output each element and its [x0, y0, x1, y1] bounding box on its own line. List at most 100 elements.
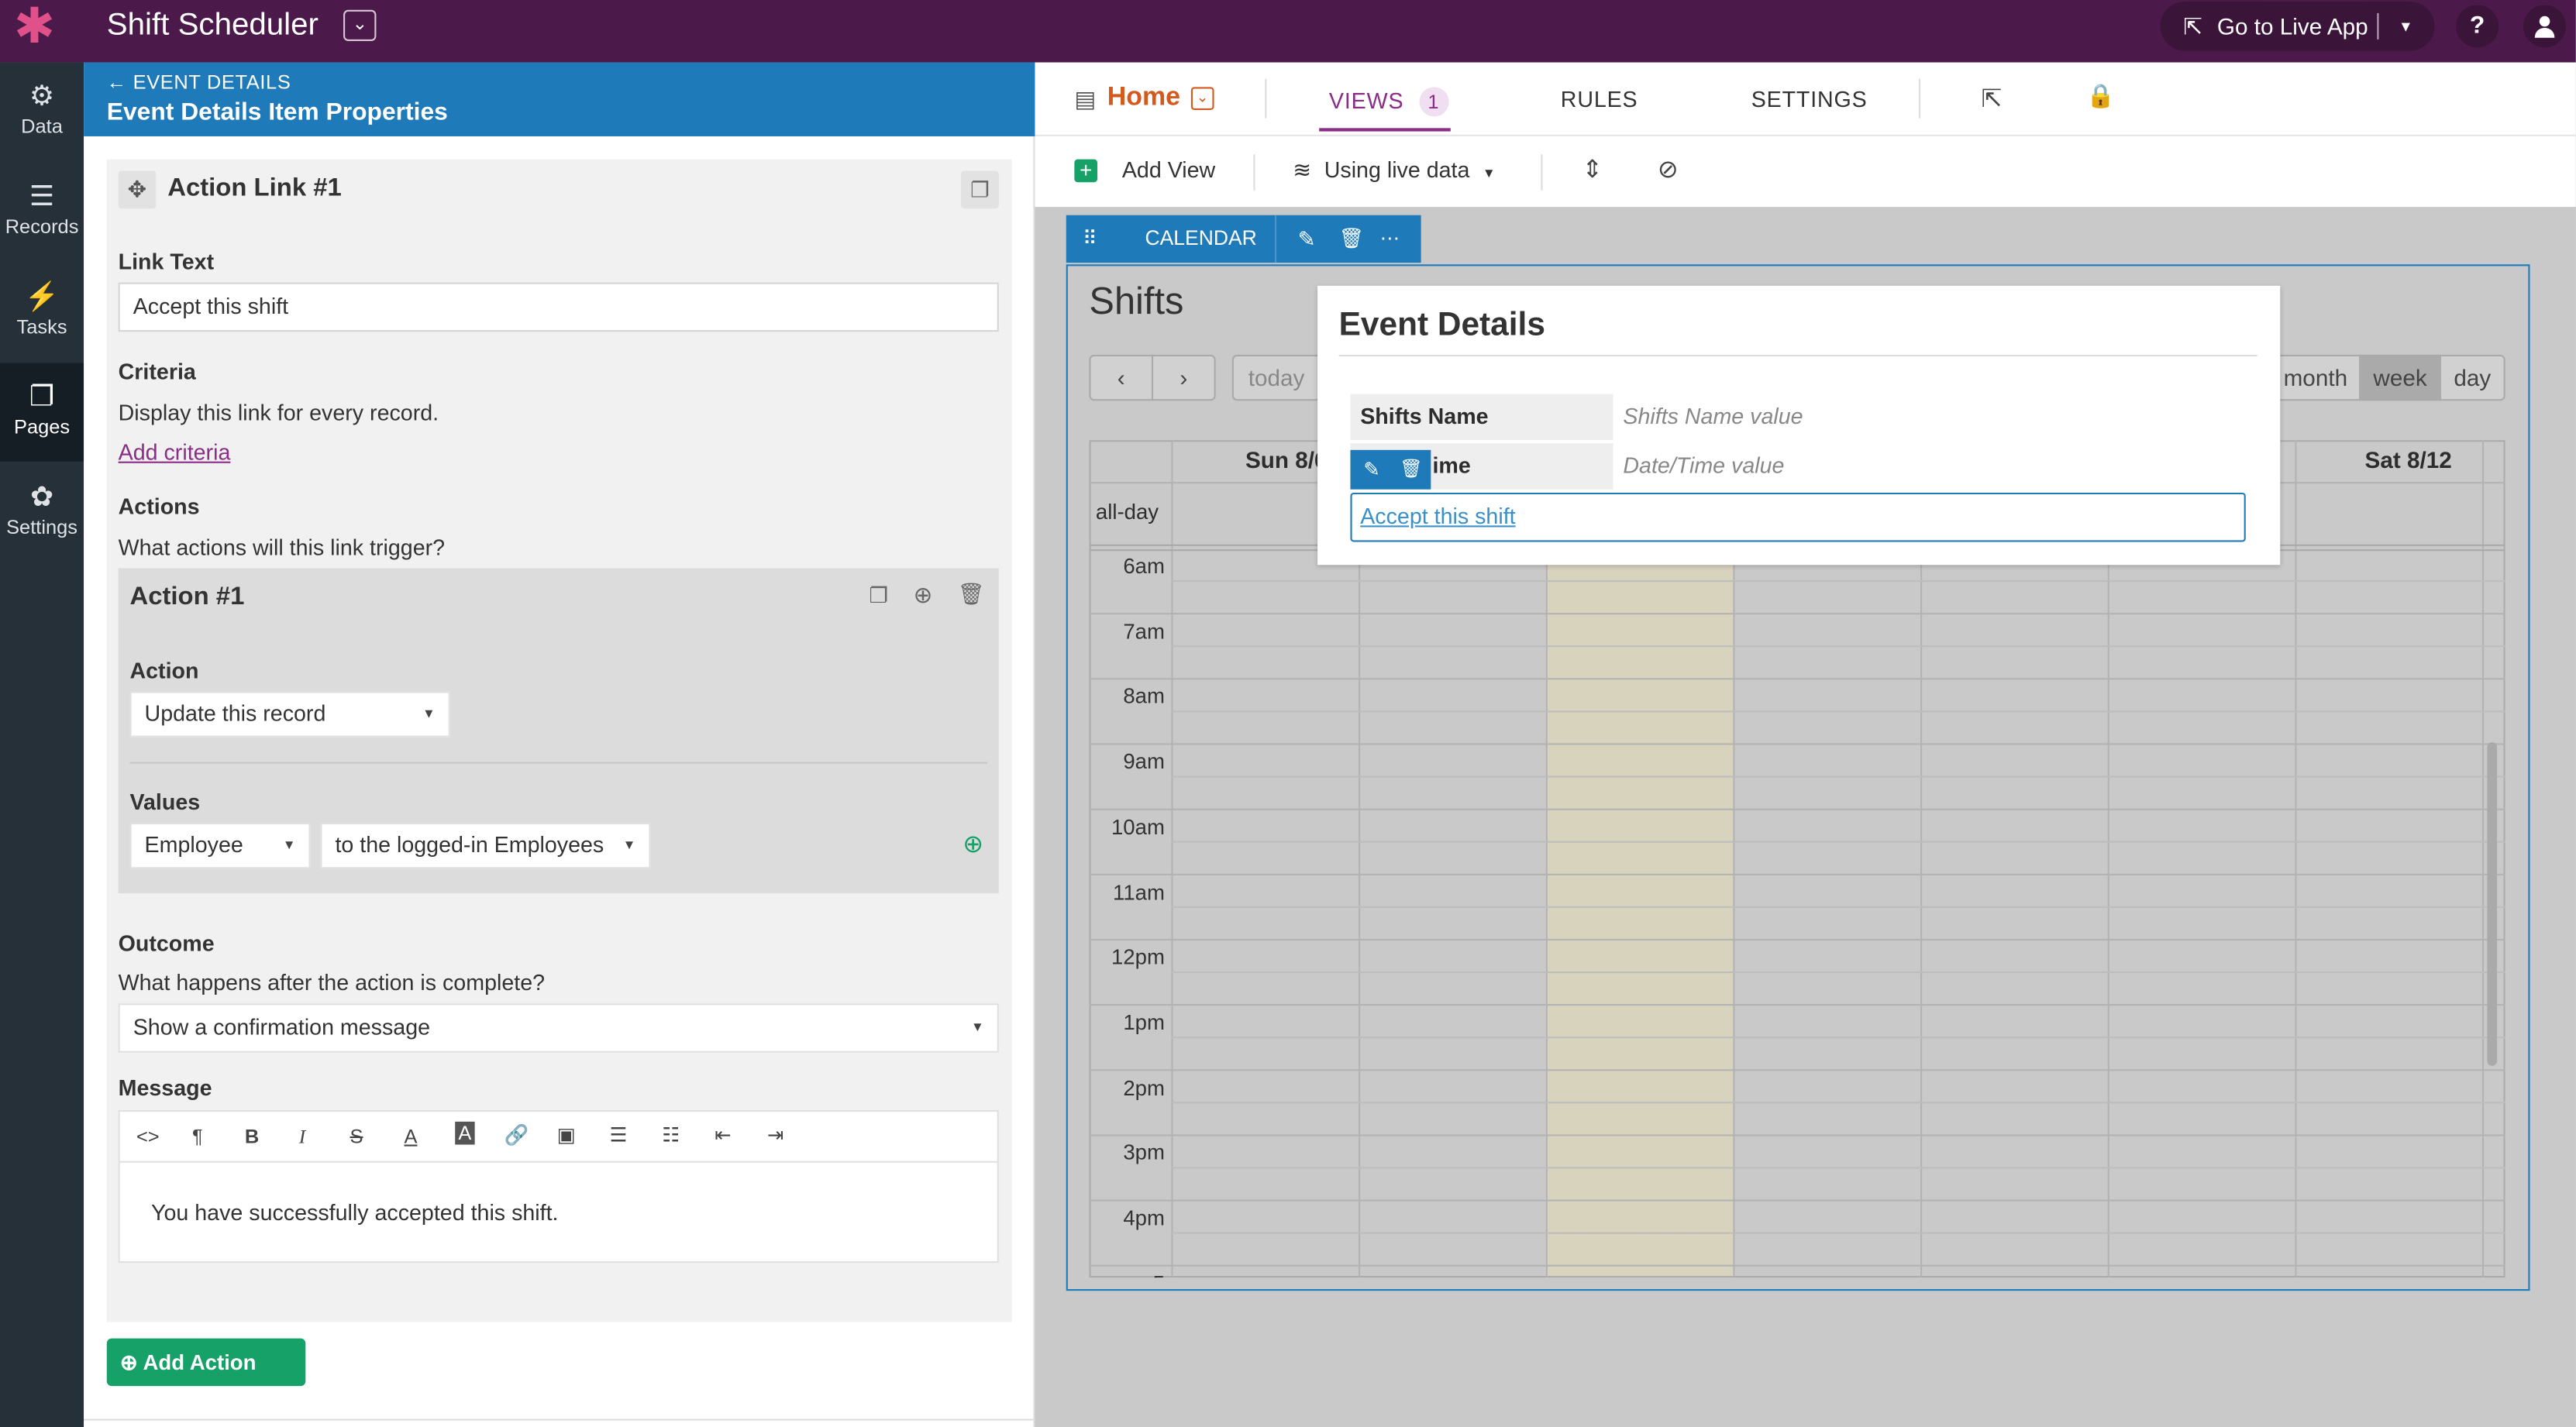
hour-label: 1pm	[1123, 1009, 1165, 1035]
caret-down-icon: ▼	[970, 1020, 984, 1035]
sidebar-item-settings[interactable]: ✿ Settings	[0, 463, 84, 562]
app-logo-icon[interactable]: ✱	[13, 0, 56, 54]
add-circle-icon[interactable]: ⊕	[913, 581, 933, 608]
paragraph-icon[interactable]: ¶	[192, 1125, 203, 1148]
page-tabs-bar: ▤ Home ⌄ VIEWS 1 RULES SETTINGS ⇱ 🔒 + Ad…	[1035, 62, 2576, 208]
active-tab-indicator	[1319, 128, 1451, 132]
sidebar-item-tasks[interactable]: ⚡ Tasks	[0, 263, 84, 361]
tab-settings[interactable]: SETTINGS	[1751, 87, 1868, 112]
scrollbar[interactable]	[2487, 742, 2498, 1066]
link-icon[interactable]: 🔗	[504, 1123, 529, 1147]
copy-icon[interactable]: ❐	[961, 170, 999, 209]
add-view-plus-icon[interactable]: +	[1074, 159, 1098, 183]
divider	[84, 1418, 1035, 1421]
plus-circle-icon: ⊕	[119, 1350, 138, 1375]
action-label: Action	[129, 658, 199, 683]
more-options-icon[interactable]: ⋯	[1379, 226, 1400, 250]
vertical-spacing-icon[interactable]: ⇕	[1582, 156, 1603, 184]
add-criteria-link[interactable]: Add criteria	[118, 440, 231, 465]
hide-design-icon[interactable]: ⊘	[1657, 156, 1679, 184]
outdent-icon[interactable]: ⇤	[715, 1123, 732, 1147]
bullet-list-icon[interactable]: ☰	[609, 1123, 628, 1147]
pencil-edit-icon[interactable]: ✎	[1297, 226, 1316, 252]
calendar-view-toolbar: ⠿ CALENDAR ✎ 🗑 ⋯	[1066, 215, 1421, 263]
event-details-popup: Event Details Shifts Name Shifts Name va…	[1317, 285, 2281, 566]
values-label: Values	[129, 789, 201, 815]
action-select[interactable]: Update this record ▼	[129, 691, 450, 738]
actions-label: Actions	[118, 494, 200, 519]
add-action-link-label: Add Action Link	[119, 1350, 257, 1422]
outcome-select[interactable]: Show a confirmation message ▼	[118, 1003, 999, 1053]
trash-icon[interactable]: 🗑	[1400, 459, 1423, 480]
trash-icon[interactable]: 🗑	[1338, 226, 1364, 250]
bold-icon[interactable]: B	[244, 1125, 260, 1148]
next-button[interactable]: ›	[1151, 354, 1216, 401]
external-link-icon[interactable]: ⇱	[1981, 85, 2003, 114]
indent-icon[interactable]: ⇥	[766, 1123, 784, 1147]
drag-move-icon[interactable]: ✥	[118, 170, 157, 209]
today-button[interactable]: today	[1231, 354, 1321, 401]
accept-shift-link[interactable]: Accept this shift	[1360, 504, 1516, 529]
hour-label: 9am	[1123, 748, 1165, 774]
hour-label: 8am	[1123, 683, 1165, 709]
link-text-input[interactable]: Accept this shift	[118, 282, 999, 332]
add-action-link-button[interactable]: ⊕ Add Action Link	[106, 1338, 306, 1422]
criteria-description: Display this link for every record.	[118, 401, 439, 426]
home-page-title[interactable]: Home	[1107, 84, 1180, 112]
sidebar-item-label: Records	[5, 215, 79, 239]
tab-views-label: VIEWS	[1328, 88, 1404, 114]
numbered-list-icon[interactable]: ☷	[662, 1123, 680, 1147]
calendar-title: Shifts	[1089, 279, 1184, 322]
divider	[1541, 154, 1543, 191]
action-card: Action #1 ❐ ⊕ 🗑 Action Update this recor…	[118, 568, 999, 894]
day-header-sat: Sat 8/12	[2364, 446, 2452, 473]
calendar-gridlines	[1089, 440, 2505, 1278]
user-avatar-icon[interactable]	[2523, 5, 2567, 48]
hour-label: 12pm	[1111, 944, 1165, 970]
go-to-live-app-label: Go to Live App	[2216, 12, 2368, 40]
sidebar-item-records[interactable]: ☰ Records	[0, 163, 84, 261]
message-editor[interactable]: You have successfully accepted this shif…	[118, 1161, 999, 1264]
help-icon[interactable]: ?	[2456, 5, 2499, 48]
go-to-live-app-button[interactable]: ⇱ Go to Live App ▼	[2160, 2, 2435, 51]
app-switcher-chevron-icon[interactable]: ⌄	[343, 9, 377, 41]
prev-button[interactable]: ‹	[1089, 354, 1154, 401]
week-button[interactable]: week	[2359, 354, 2442, 401]
outcome-label: Outcome	[118, 930, 215, 956]
font-color-icon[interactable]: A	[404, 1125, 418, 1148]
trash-icon[interactable]: 🗑	[957, 581, 985, 607]
live-data-toggle[interactable]: ≋ Using live data ▼	[1293, 158, 1495, 184]
value-target-select[interactable]: to the logged-in Employees ▼	[320, 823, 651, 869]
image-icon[interactable]: ▣	[556, 1123, 576, 1147]
page-switch-chevron-icon[interactable]: ⌄	[1190, 87, 1214, 111]
month-button[interactable]: month	[2270, 354, 2361, 401]
code-view-icon[interactable]: <>	[136, 1125, 160, 1148]
sidebar-item-label: Pages	[13, 415, 71, 438]
add-view-button[interactable]: Add View	[1121, 157, 1216, 183]
divider	[129, 762, 987, 764]
hour-label: 11am	[1113, 879, 1165, 904]
sidebar-item-pages[interactable]: ❐ Pages	[0, 363, 84, 462]
caret-down-icon: ▼	[622, 837, 636, 853]
outcome-select-value: Show a confirmation message	[133, 1015, 431, 1040]
action-select-value: Update this record	[144, 701, 326, 726]
sidebar-item-data[interactable]: ⚙ Data	[0, 63, 84, 161]
lock-icon[interactable]: 🔒	[2086, 81, 2116, 108]
field-select[interactable]: Employee ▼	[129, 823, 311, 869]
external-link-icon: ⇱	[2183, 12, 2203, 40]
tab-rules[interactable]: RULES	[1560, 87, 1638, 112]
highlight-icon[interactable]: A	[455, 1121, 475, 1145]
add-value-icon[interactable]: ⊕	[963, 830, 983, 859]
strikethrough-icon[interactable]: S	[350, 1125, 363, 1148]
copy-icon[interactable]: ❐	[869, 583, 889, 608]
pencil-edit-icon[interactable]: ✎	[1363, 458, 1380, 482]
field-value-shifts-name: Shifts Name value	[1623, 404, 1803, 429]
chevron-down-icon[interactable]: ▼	[2398, 18, 2413, 35]
day-button[interactable]: day	[2439, 354, 2505, 401]
drag-handle-icon[interactable]: ⠿	[1082, 226, 1097, 250]
tab-views[interactable]: VIEWS 1	[1328, 87, 1448, 117]
hour-label: 5	[1106, 1271, 1165, 1277]
italic-icon[interactable]: I	[298, 1125, 306, 1148]
back-link[interactable]: ← EVENT DETAILS	[107, 70, 291, 94]
